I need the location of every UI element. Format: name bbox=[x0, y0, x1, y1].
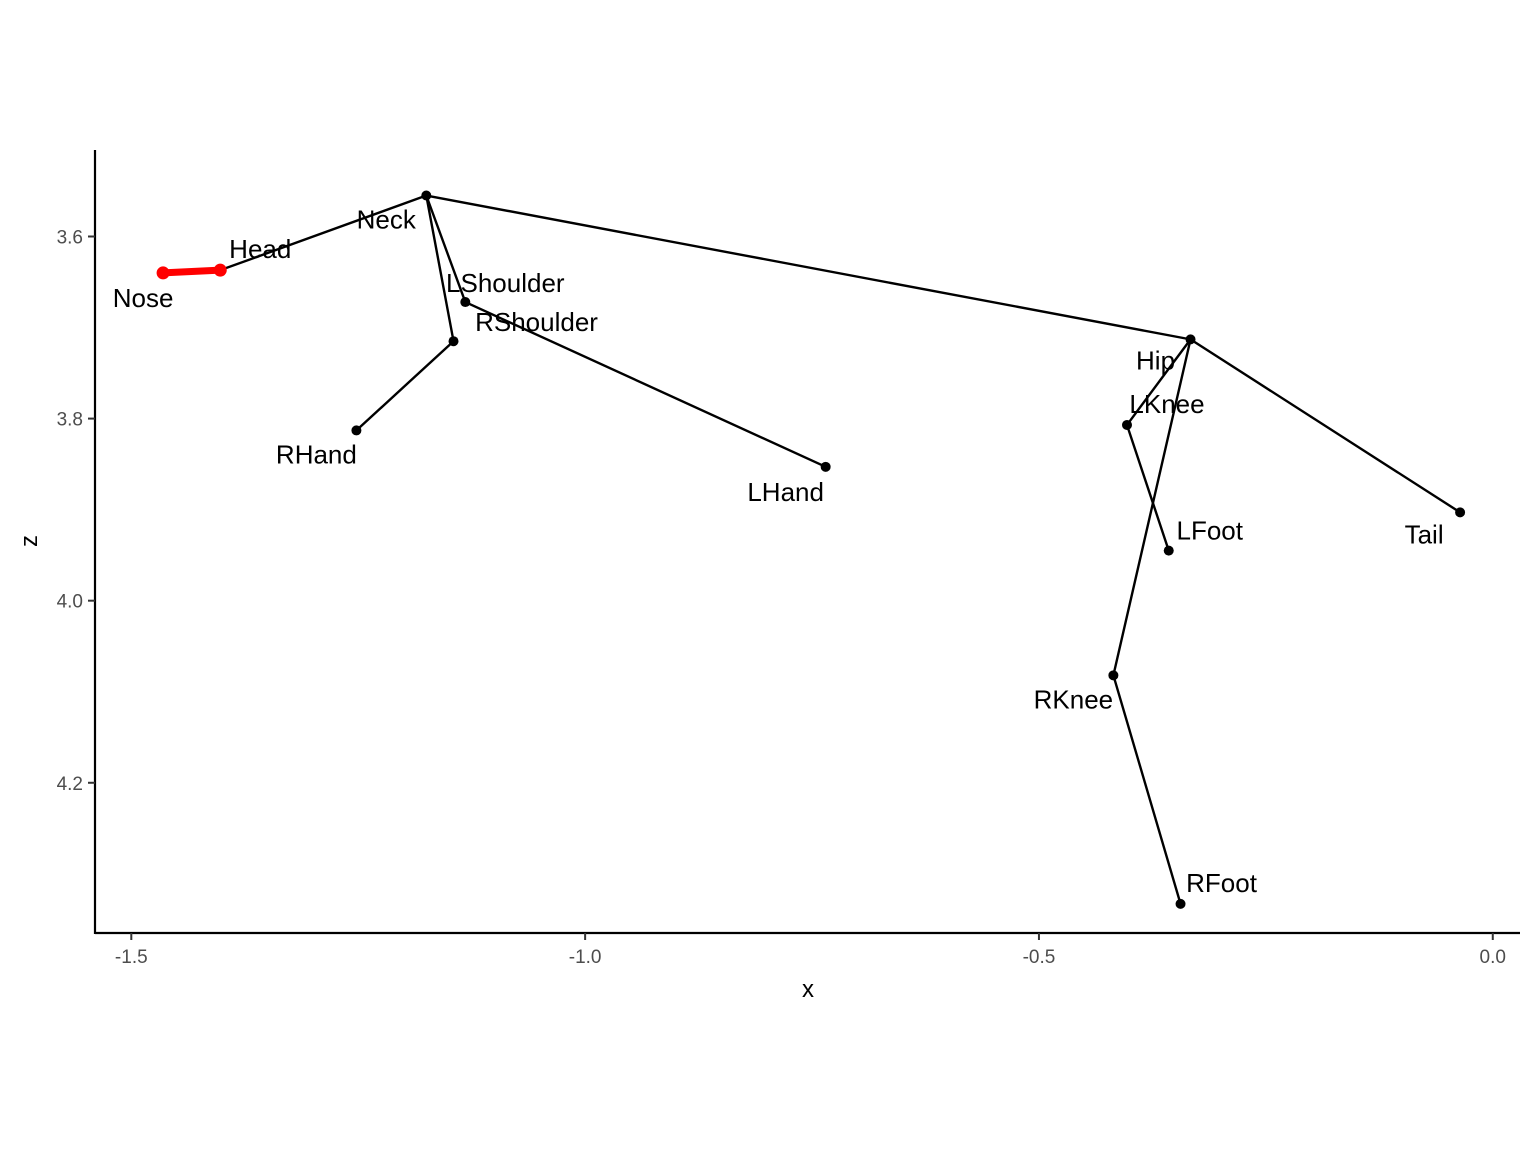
x-tick-label: -1.0 bbox=[569, 947, 602, 968]
x-tick-label: 0.0 bbox=[1480, 947, 1506, 968]
y-tick-label: 4.0 bbox=[57, 592, 83, 613]
point-rshoulder bbox=[448, 336, 459, 347]
edge-hip-lknee bbox=[1125, 338, 1192, 427]
point-nose bbox=[156, 266, 170, 280]
point-lfoot bbox=[1163, 545, 1174, 556]
edge-neck-lshoulder bbox=[425, 194, 467, 304]
point-head bbox=[213, 263, 227, 277]
x-tick-label: -0.5 bbox=[1023, 947, 1056, 968]
point-hip bbox=[1185, 334, 1196, 345]
label-lfoot: LFoot bbox=[1176, 516, 1243, 546]
edge-lshoulder-lhand bbox=[464, 300, 827, 469]
labels-layer: Nose Head Neck LShoulder RShoulder RHand LHand… bbox=[113, 205, 1444, 898]
point-lshoulder bbox=[460, 297, 471, 308]
point-lknee bbox=[1121, 419, 1132, 430]
label-tail: Tail bbox=[1405, 519, 1444, 549]
label-neck: Neck bbox=[357, 205, 417, 235]
y-tick-label: 3.8 bbox=[57, 410, 83, 431]
point-rhand bbox=[351, 425, 362, 436]
point-tail bbox=[1455, 507, 1466, 518]
point-rknee bbox=[1108, 670, 1119, 681]
label-head: Head bbox=[229, 234, 291, 264]
label-lhand: LHand bbox=[747, 477, 824, 507]
edge-hip-rknee bbox=[1112, 338, 1192, 677]
label-lshoulder: LShoulder bbox=[446, 268, 565, 298]
y-tick-label: 3.6 bbox=[57, 227, 83, 248]
x-ticks: -1.5 -1.0 -0.5 0.0 bbox=[115, 933, 1506, 968]
point-lhand bbox=[820, 461, 831, 472]
point-neck bbox=[421, 190, 432, 201]
label-nose: Nose bbox=[113, 283, 174, 313]
y-axis-title: z bbox=[16, 535, 43, 547]
label-rfoot: RFoot bbox=[1186, 868, 1258, 898]
point-rfoot bbox=[1175, 898, 1186, 909]
label-rhand: RHand bbox=[276, 439, 357, 469]
label-rshoulder: RShoulder bbox=[475, 307, 598, 337]
y-tick-label: 4.2 bbox=[57, 774, 83, 795]
edge-lknee-lfoot bbox=[1125, 423, 1170, 552]
edge-neck-hip bbox=[425, 194, 1192, 341]
points-layer bbox=[156, 190, 1466, 909]
edge-rshoulder-rhand bbox=[355, 339, 455, 432]
edge-head-neck bbox=[219, 194, 428, 272]
edge-neck-rshoulder bbox=[425, 194, 455, 343]
label-lknee: LKnee bbox=[1129, 389, 1204, 419]
label-hip: Hip bbox=[1136, 345, 1175, 375]
edge-rknee-rfoot bbox=[1112, 674, 1182, 906]
y-ticks: 3.6 3.8 4.0 4.2 bbox=[57, 227, 95, 795]
label-rknee: RKnee bbox=[1034, 684, 1114, 714]
edges-layer bbox=[159, 194, 1462, 906]
edge-nose-head bbox=[159, 266, 224, 277]
x-axis-title: x bbox=[802, 976, 814, 1003]
x-tick-label: -1.5 bbox=[115, 947, 148, 968]
edge-hip-tail bbox=[1189, 338, 1462, 514]
